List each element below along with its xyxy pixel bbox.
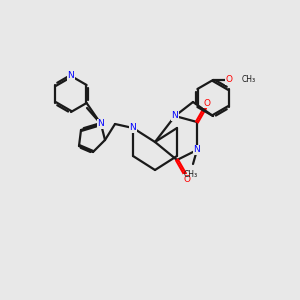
Text: O: O — [226, 76, 232, 85]
Text: CH₃: CH₃ — [184, 170, 198, 179]
Text: N: N — [68, 71, 74, 80]
Text: N: N — [130, 124, 136, 133]
Text: O: O — [203, 98, 211, 107]
Text: O: O — [184, 175, 190, 184]
Text: N: N — [194, 146, 200, 154]
Text: N: N — [98, 119, 104, 128]
Text: CH₃: CH₃ — [242, 76, 256, 85]
Text: N: N — [172, 112, 178, 121]
